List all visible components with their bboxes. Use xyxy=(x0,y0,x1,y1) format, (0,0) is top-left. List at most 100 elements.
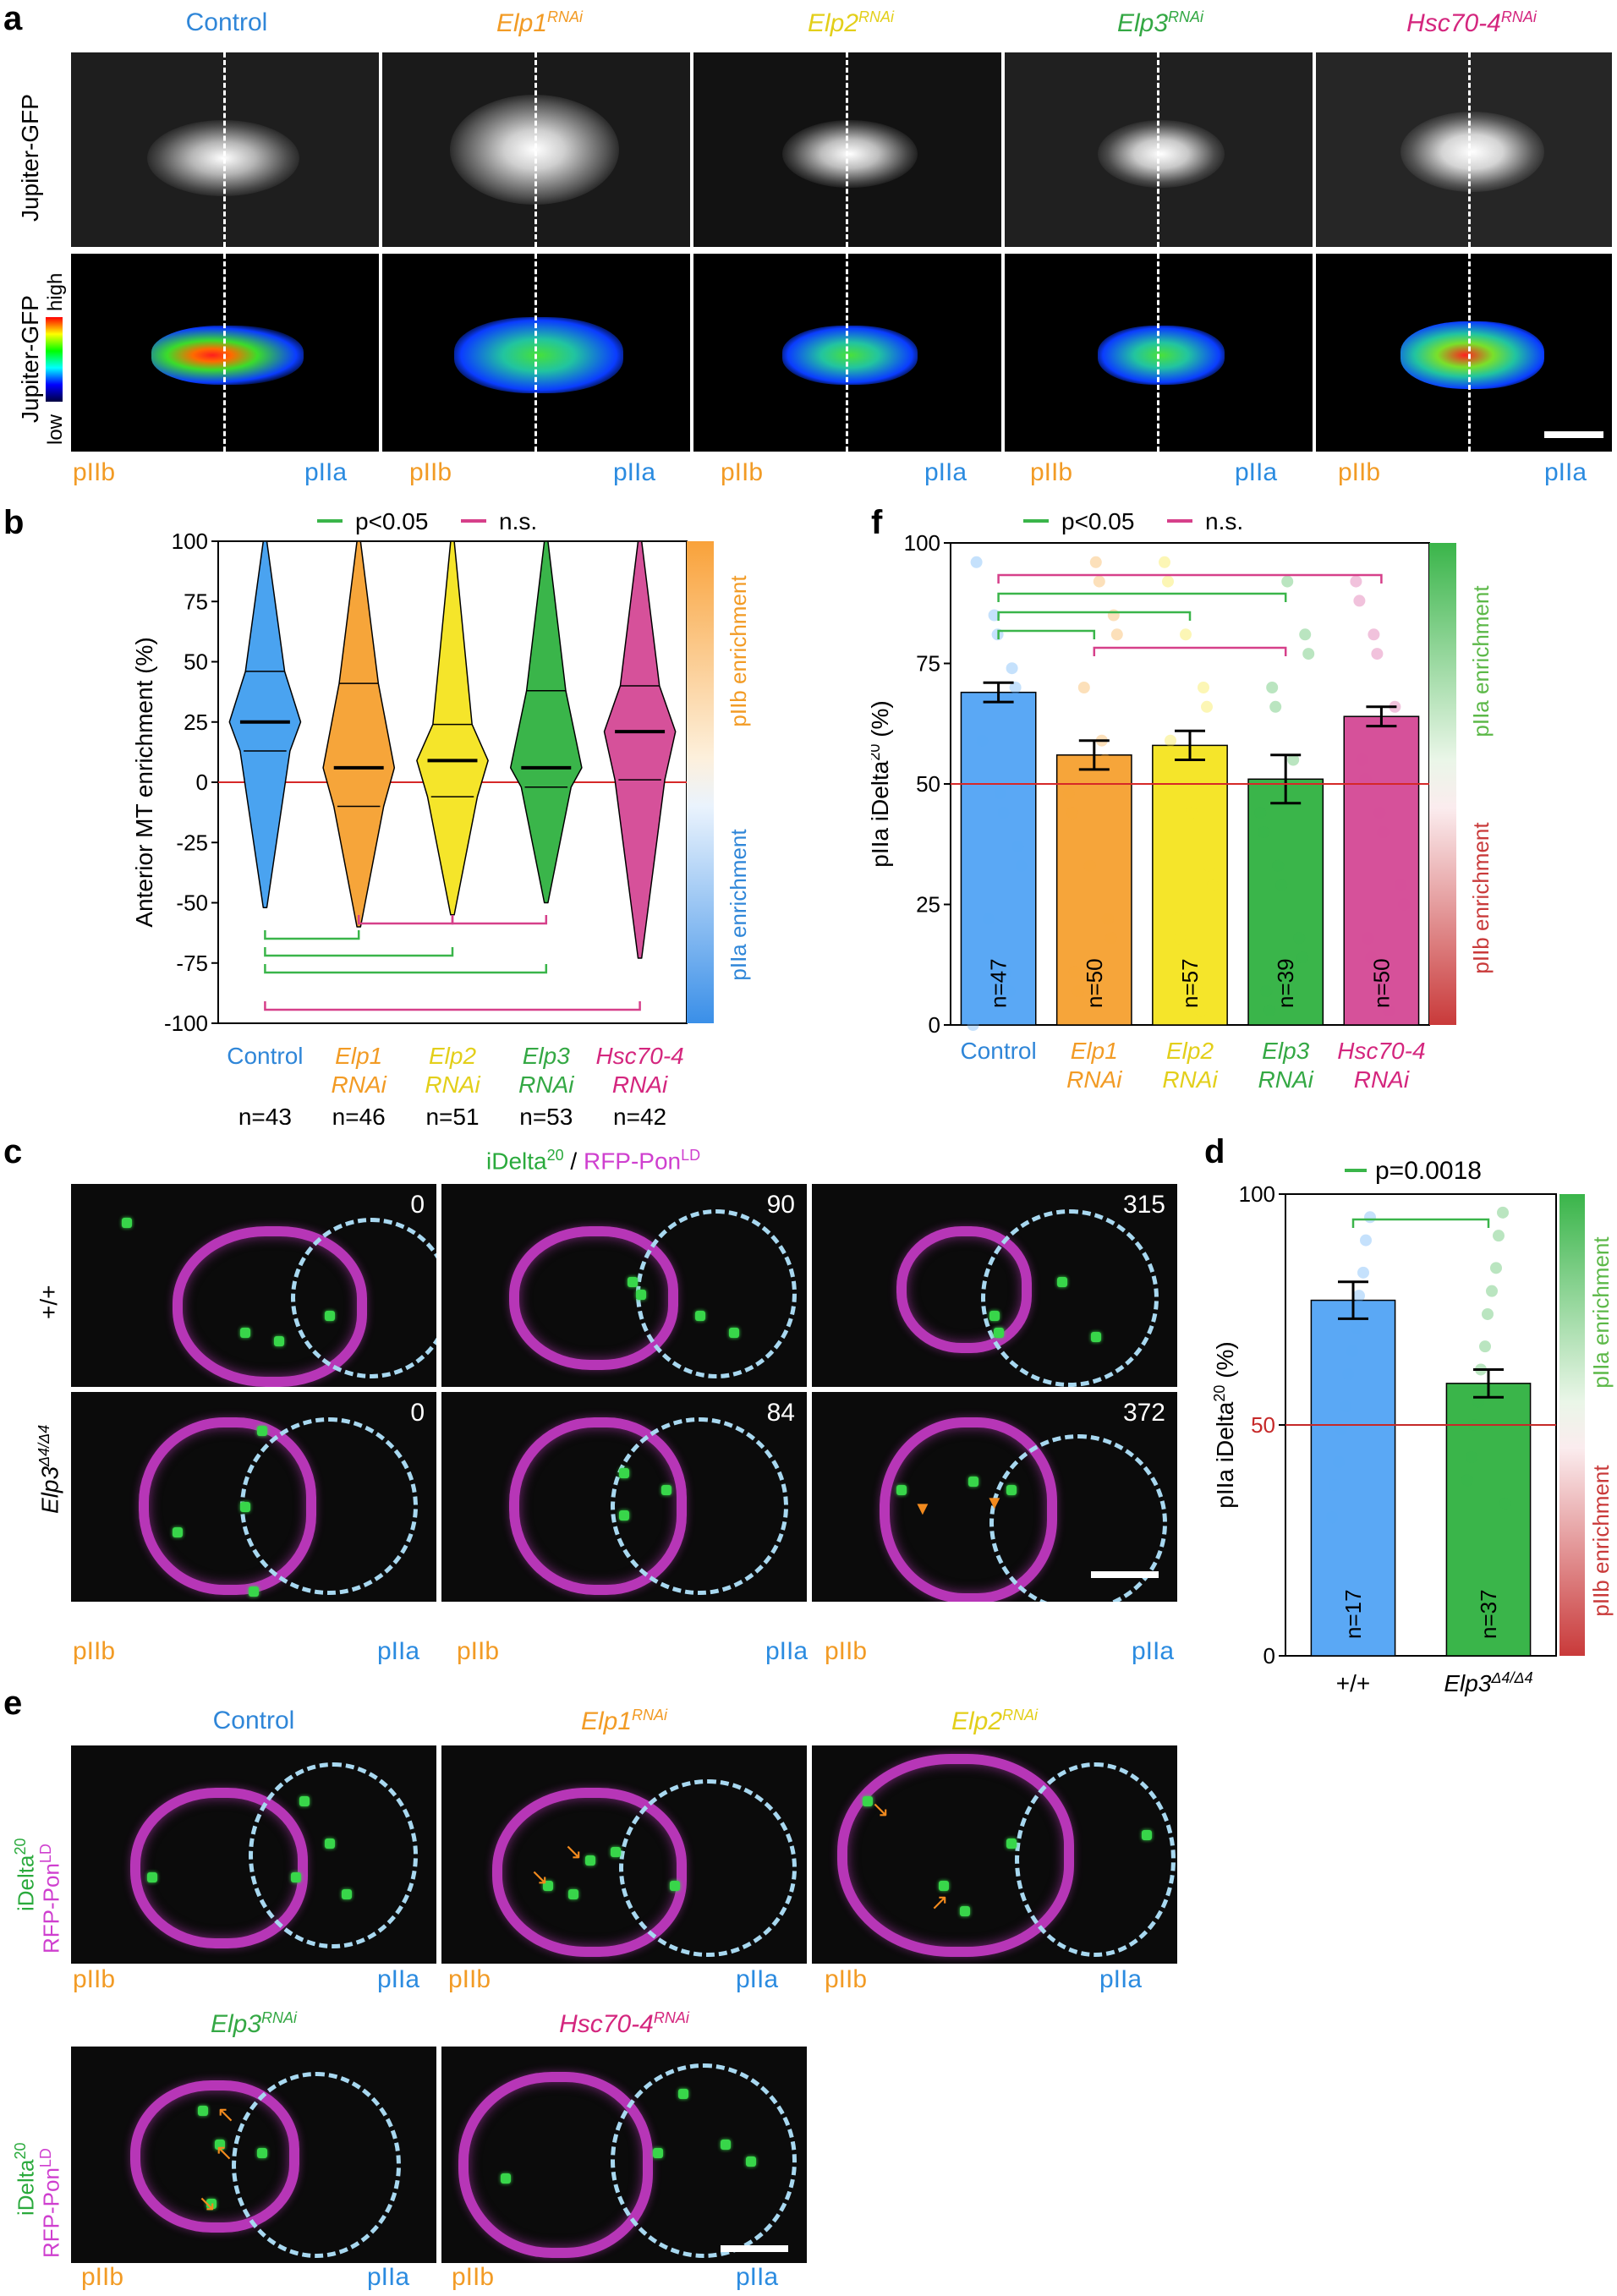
y-tick-label: 0 xyxy=(196,770,208,795)
x-category-label: Control xyxy=(227,1043,303,1069)
heat-image-elp2 xyxy=(693,254,1001,452)
panel-c-title: iDelta20 / RFP-PonLD xyxy=(486,1147,700,1175)
data-point xyxy=(1353,595,1366,607)
arrow-icon: ↖ xyxy=(217,2101,235,2127)
arrowhead-icon: ▼ xyxy=(913,1498,932,1519)
ns-bracket xyxy=(451,915,548,925)
heat-image-elp3 xyxy=(1005,254,1313,452)
data-point xyxy=(1368,628,1380,641)
data-point xyxy=(1254,807,1267,819)
y-tick-label: 50 xyxy=(916,771,940,797)
row-label-text: Elp3 xyxy=(36,1466,63,1514)
c-image-elp3-84: 84 xyxy=(441,1392,807,1602)
arrow-icon: ↘ xyxy=(198,2190,217,2216)
ns-bracket xyxy=(357,915,454,925)
bar-0 xyxy=(960,691,1037,1026)
a-pIIb-4: pIIb xyxy=(1030,458,1073,486)
timestamp: 372 xyxy=(1122,1399,1165,1427)
a-pIIb-2: pIIb xyxy=(409,458,452,486)
c-pIIa-3: pIIa xyxy=(1132,1637,1175,1665)
data-point xyxy=(1398,898,1411,911)
e-pIIb-5: pIIb xyxy=(452,2263,495,2291)
c-pIIb-3: pIIb xyxy=(825,1637,868,1665)
c-image-wt-0: 0 xyxy=(71,1184,436,1387)
a-pIIa-1: pIIa xyxy=(304,458,348,486)
data-point xyxy=(976,734,989,747)
data-point xyxy=(1350,575,1362,588)
sig-bracket xyxy=(1351,1218,1490,1228)
x-category-label-2: RNAi xyxy=(1066,1066,1122,1093)
label-sup: LD xyxy=(37,2148,54,2168)
data-point xyxy=(1066,807,1078,819)
panel-a-title-elp3: Elp3RNAi xyxy=(1117,8,1203,38)
title-idelta-sup: 20 xyxy=(546,1147,564,1164)
e-row1-label-b: RFP-PonLD xyxy=(37,1844,65,1954)
n-label: n=51 xyxy=(425,1104,479,1125)
data-point xyxy=(1293,932,1306,945)
data-point xyxy=(1258,826,1270,838)
gfp-image-hsc70 xyxy=(1316,52,1612,247)
y-tick-label: 75 xyxy=(184,589,208,614)
scale-bar xyxy=(721,2245,788,2252)
x-category-label: Elp1 xyxy=(335,1043,382,1069)
panel-a-title-control: Control xyxy=(186,8,268,37)
n-label: n=50 xyxy=(1082,958,1107,1008)
n-label: n=39 xyxy=(1273,958,1298,1008)
row-label-sup: Δ4/Δ4 xyxy=(36,1424,52,1466)
data-point xyxy=(1329,1478,1340,1491)
a-pIIb-3: pIIb xyxy=(721,458,764,486)
data-point xyxy=(1359,773,1372,786)
panel-f-chart: 0 25 50 75 100 pIIa iDelta20 (%) n=47 Control n=… xyxy=(871,508,1494,1093)
data-point xyxy=(1490,1262,1502,1274)
a-pIIa-2: pIIa xyxy=(613,458,656,486)
data-point xyxy=(1195,1004,1207,1016)
title-text: Elp2 xyxy=(807,9,859,37)
e-pIIa-4: pIIa xyxy=(367,2263,410,2291)
x-category-label-2: RNAi xyxy=(332,1071,387,1098)
data-point xyxy=(1015,859,1028,872)
title-sup: RNAi xyxy=(547,8,584,25)
gfp-image-elp2 xyxy=(693,52,1001,247)
panel-e-title-elp3: Elp3RNAi xyxy=(211,2009,297,2039)
violin-1 xyxy=(322,540,396,928)
heat-scale-low: low xyxy=(44,414,67,445)
legend-ns-text: n.s. xyxy=(1205,508,1243,534)
title-pon: RFP-Pon xyxy=(583,1148,682,1175)
data-point xyxy=(1272,859,1285,872)
title-text: Elp1 xyxy=(580,1707,633,1735)
title-sep: / xyxy=(563,1148,584,1175)
data-point xyxy=(1364,1211,1376,1224)
data-point xyxy=(1479,1340,1491,1353)
pvalue-text: p=0.0018 xyxy=(1375,1157,1482,1185)
data-point xyxy=(1099,753,1111,766)
n-label: n=37 xyxy=(1476,1589,1501,1639)
legend-sig-text: p<0.05 xyxy=(355,508,428,534)
title-text: Hsc70-4 xyxy=(559,2010,654,2038)
label-text: iDelta xyxy=(13,2159,39,2216)
e-row2-label-a: iDelta20 xyxy=(12,2142,40,2216)
data-point xyxy=(1356,753,1368,766)
e-pIIb-2: pIIb xyxy=(448,1965,491,1993)
x-category-label: Elp2 xyxy=(1166,1038,1214,1064)
e-image-elp1: ↘ ↘ xyxy=(441,1745,807,1964)
x-category-label: Elp3Δ4/Δ4 xyxy=(1444,1669,1532,1696)
c-image-elp3-372: ▼ ▼ 372 xyxy=(812,1392,1177,1602)
bar-1 xyxy=(1055,754,1132,1026)
panel-e-title-control: Control xyxy=(213,1707,295,1735)
data-point xyxy=(1493,1230,1505,1242)
title-text: Elp3 xyxy=(1116,9,1169,37)
data-point xyxy=(1275,879,1288,891)
e-pIIa-2: pIIa xyxy=(736,1965,779,1993)
a-pIIb-5: pIIb xyxy=(1338,458,1381,486)
arrow-icon: ↗ xyxy=(930,1889,949,1915)
data-point xyxy=(1203,859,1215,872)
c-image-wt-90: 90 xyxy=(441,1184,807,1387)
x-category-label: Control xyxy=(960,1038,1036,1064)
data-point xyxy=(1269,700,1282,713)
error-bar xyxy=(983,681,1014,704)
heat-image-elp1 xyxy=(382,254,690,452)
violin-3 xyxy=(509,540,583,904)
label-text: iDelta xyxy=(13,1855,39,1911)
panel-e-letter: e xyxy=(3,1685,23,1722)
x-category-label-2: RNAi xyxy=(1258,1066,1314,1093)
